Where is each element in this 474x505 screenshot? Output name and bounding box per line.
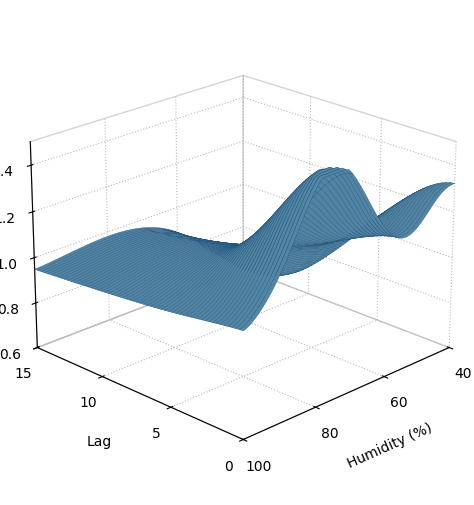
X-axis label: Humidity (%): Humidity (%) <box>346 421 435 471</box>
Y-axis label: Lag: Lag <box>86 435 112 449</box>
